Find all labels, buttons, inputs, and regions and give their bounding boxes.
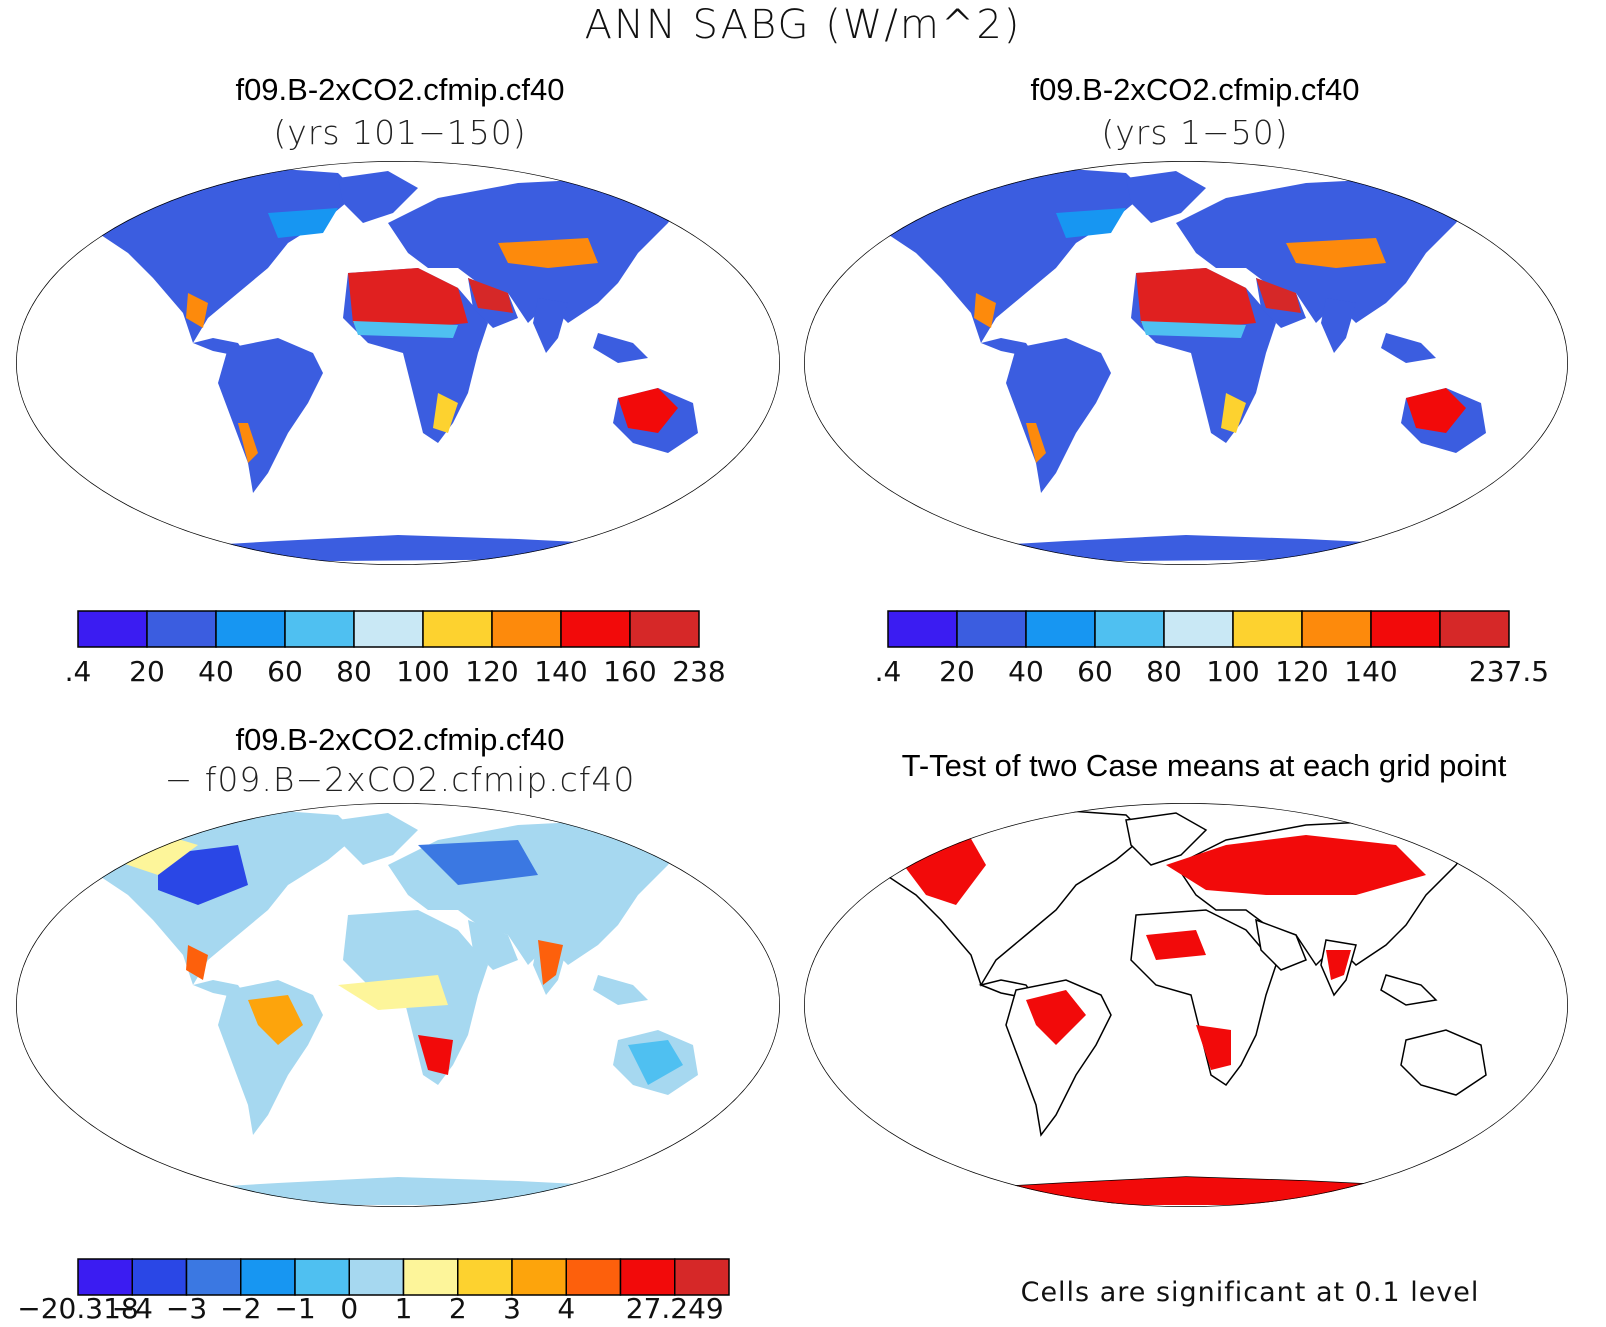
- colorbar-tick-label: 3: [503, 1292, 521, 1325]
- colorbar-swatch: [185, 1258, 242, 1296]
- colorbar-panel3: −20.318−4 −3 −2 −1 0 1 2 3 4 27.249: [17, 1258, 730, 1325]
- colorbar-swatch: [619, 1258, 676, 1296]
- colorbar-tick-label: 80: [1146, 655, 1182, 688]
- colorbar-swatch: [560, 610, 631, 648]
- colorbar-tick-label: 20: [939, 655, 975, 688]
- colorbar-swatch: [1439, 610, 1510, 648]
- colorbar-tick-label: −4: [112, 1292, 153, 1325]
- colorbar-tick-label: 120: [465, 655, 518, 688]
- colorbar-swatch: [629, 610, 700, 648]
- colorbar-swatch: [1232, 610, 1303, 648]
- colorbar-tick-label: 140: [1344, 655, 1397, 688]
- panel1-subtitle: (yrs 101−150): [273, 113, 527, 152]
- colorbar-swatch: [956, 610, 1027, 648]
- colorbar-swatch: [294, 1258, 350, 1296]
- colorbar-tick-label: 0: [340, 1292, 358, 1325]
- colorbar-tick-label: 140: [534, 655, 587, 688]
- colorbar-tick-label: −1: [274, 1292, 315, 1325]
- colorbar-tick-label: .4: [875, 655, 902, 688]
- colorbar-tick-label: 40: [198, 655, 234, 688]
- colorbar-swatch: [215, 610, 286, 648]
- colorbar-tick-label: 120: [1275, 655, 1328, 688]
- colorbar-swatch: [348, 1258, 405, 1296]
- figure-title: ANN SABG (W/m^2): [584, 2, 1022, 48]
- colorbar-swatch: [422, 610, 493, 648]
- colorbar-swatch: [674, 1258, 730, 1296]
- colorbar-tick-label: 237.5: [1469, 655, 1549, 688]
- panel1-title: f09.B-2xCO2.cfmip.cf40: [235, 72, 565, 107]
- colorbar-tick-label: 238: [672, 655, 725, 688]
- colorbar-tick-label: 80: [336, 655, 372, 688]
- colorbar-tick-label: 27.249: [626, 1292, 724, 1325]
- colorbar-tick-label: 60: [1077, 655, 1113, 688]
- colorbar-tick-label: 60: [267, 655, 303, 688]
- colorbar-tick-label: 2: [449, 1292, 467, 1325]
- colorbar-swatch: [146, 610, 217, 648]
- colorbar-swatch: [1094, 610, 1165, 648]
- colorbar-swatch: [1370, 610, 1441, 648]
- map-panel1: [16, 161, 780, 565]
- colorbar-swatch: [565, 1258, 622, 1296]
- colorbar-swatch: [77, 1258, 133, 1296]
- panel4-title: T-Test of two Case means at each grid po…: [901, 748, 1507, 783]
- colorbar-tick-label: −20.318: [17, 1292, 138, 1325]
- colorbar-swatch: [457, 1258, 513, 1296]
- colorbar-tick-label: 1: [395, 1292, 413, 1325]
- colorbar-tick-label: .4: [65, 655, 92, 688]
- colorbar-swatch: [1163, 610, 1234, 648]
- colorbar-tick-label: 4: [557, 1292, 575, 1325]
- colorbar-tick-label: −2: [220, 1292, 261, 1325]
- colorbar-tick-label: 20: [129, 655, 165, 688]
- panel3-title: f09.B-2xCO2.cfmip.cf40: [235, 722, 565, 757]
- colorbar-tick-label: −3: [166, 1292, 207, 1325]
- colorbar-swatch: [402, 1258, 459, 1296]
- colorbar-panel2: .4 20 40 60 80 100 120 140 237.5: [875, 610, 1549, 688]
- map-panel4: [804, 803, 1568, 1207]
- significance-note: Cells are significant at 0.1 level: [1020, 1277, 1480, 1308]
- colorbar-swatch: [284, 610, 355, 648]
- colorbar-swatch: [1025, 610, 1096, 648]
- colorbar-tick-label: 160: [603, 655, 656, 688]
- colorbar-swatch: [353, 610, 424, 648]
- colorbar-panel1: .4 20 40 60 80 100 120 140 160 238: [65, 610, 726, 688]
- colorbar-swatch: [1301, 610, 1372, 648]
- colorbar-swatch: [511, 1258, 567, 1296]
- colorbar-tick-label: 100: [1206, 655, 1259, 688]
- colorbar-tick-label: 40: [1008, 655, 1044, 688]
- colorbar-swatch: [491, 610, 562, 648]
- map-panel2: [804, 161, 1568, 565]
- colorbar-tick-label: 100: [396, 655, 449, 688]
- colorbar-swatch: [77, 610, 148, 648]
- colorbar-swatch: [240, 1258, 296, 1296]
- panel2-subtitle: (yrs 1−50): [1101, 113, 1289, 152]
- panel3-subtitle: − f09.B−2xCO2.cfmip.cf40: [164, 760, 636, 799]
- colorbar-swatch: [131, 1258, 188, 1296]
- colorbar-swatch: [887, 610, 958, 648]
- panel2-title: f09.B-2xCO2.cfmip.cf40: [1030, 72, 1360, 107]
